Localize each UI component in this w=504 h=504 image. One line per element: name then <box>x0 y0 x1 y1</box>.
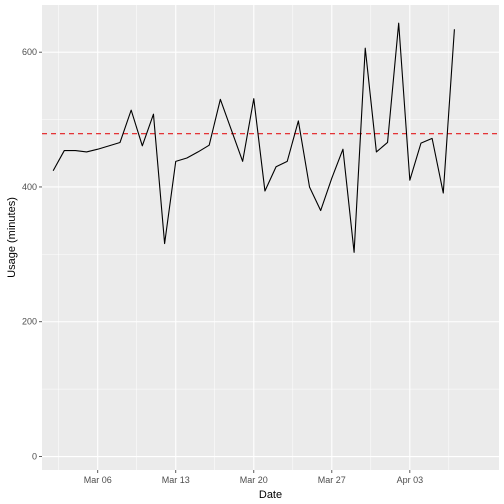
major-gridlines <box>42 5 499 470</box>
x-tick-label: Mar 13 <box>162 475 190 485</box>
x-tick-label: Mar 27 <box>318 475 346 485</box>
x-tick-label: Mar 20 <box>240 475 268 485</box>
plot-panel <box>42 5 499 470</box>
y-tick-label: 0 <box>32 452 37 462</box>
x-tick-label: Mar 06 <box>84 475 112 485</box>
y-tick-label: 200 <box>22 317 37 327</box>
y-axis-ticks: 0 200 400 600 <box>22 47 42 462</box>
x-axis-ticks: Mar 06 Mar 13 Mar 20 Mar 27 Apr 03 <box>84 470 423 485</box>
x-tick-label: Apr 03 <box>397 475 424 485</box>
y-tick-label: 600 <box>22 47 37 57</box>
series-line <box>52 22 455 253</box>
x-axis-title: Date <box>259 489 282 501</box>
y-tick-label: 400 <box>22 182 37 192</box>
minor-gridlines <box>42 5 499 470</box>
y-axis-title: Usage (minutes) <box>6 197 18 278</box>
